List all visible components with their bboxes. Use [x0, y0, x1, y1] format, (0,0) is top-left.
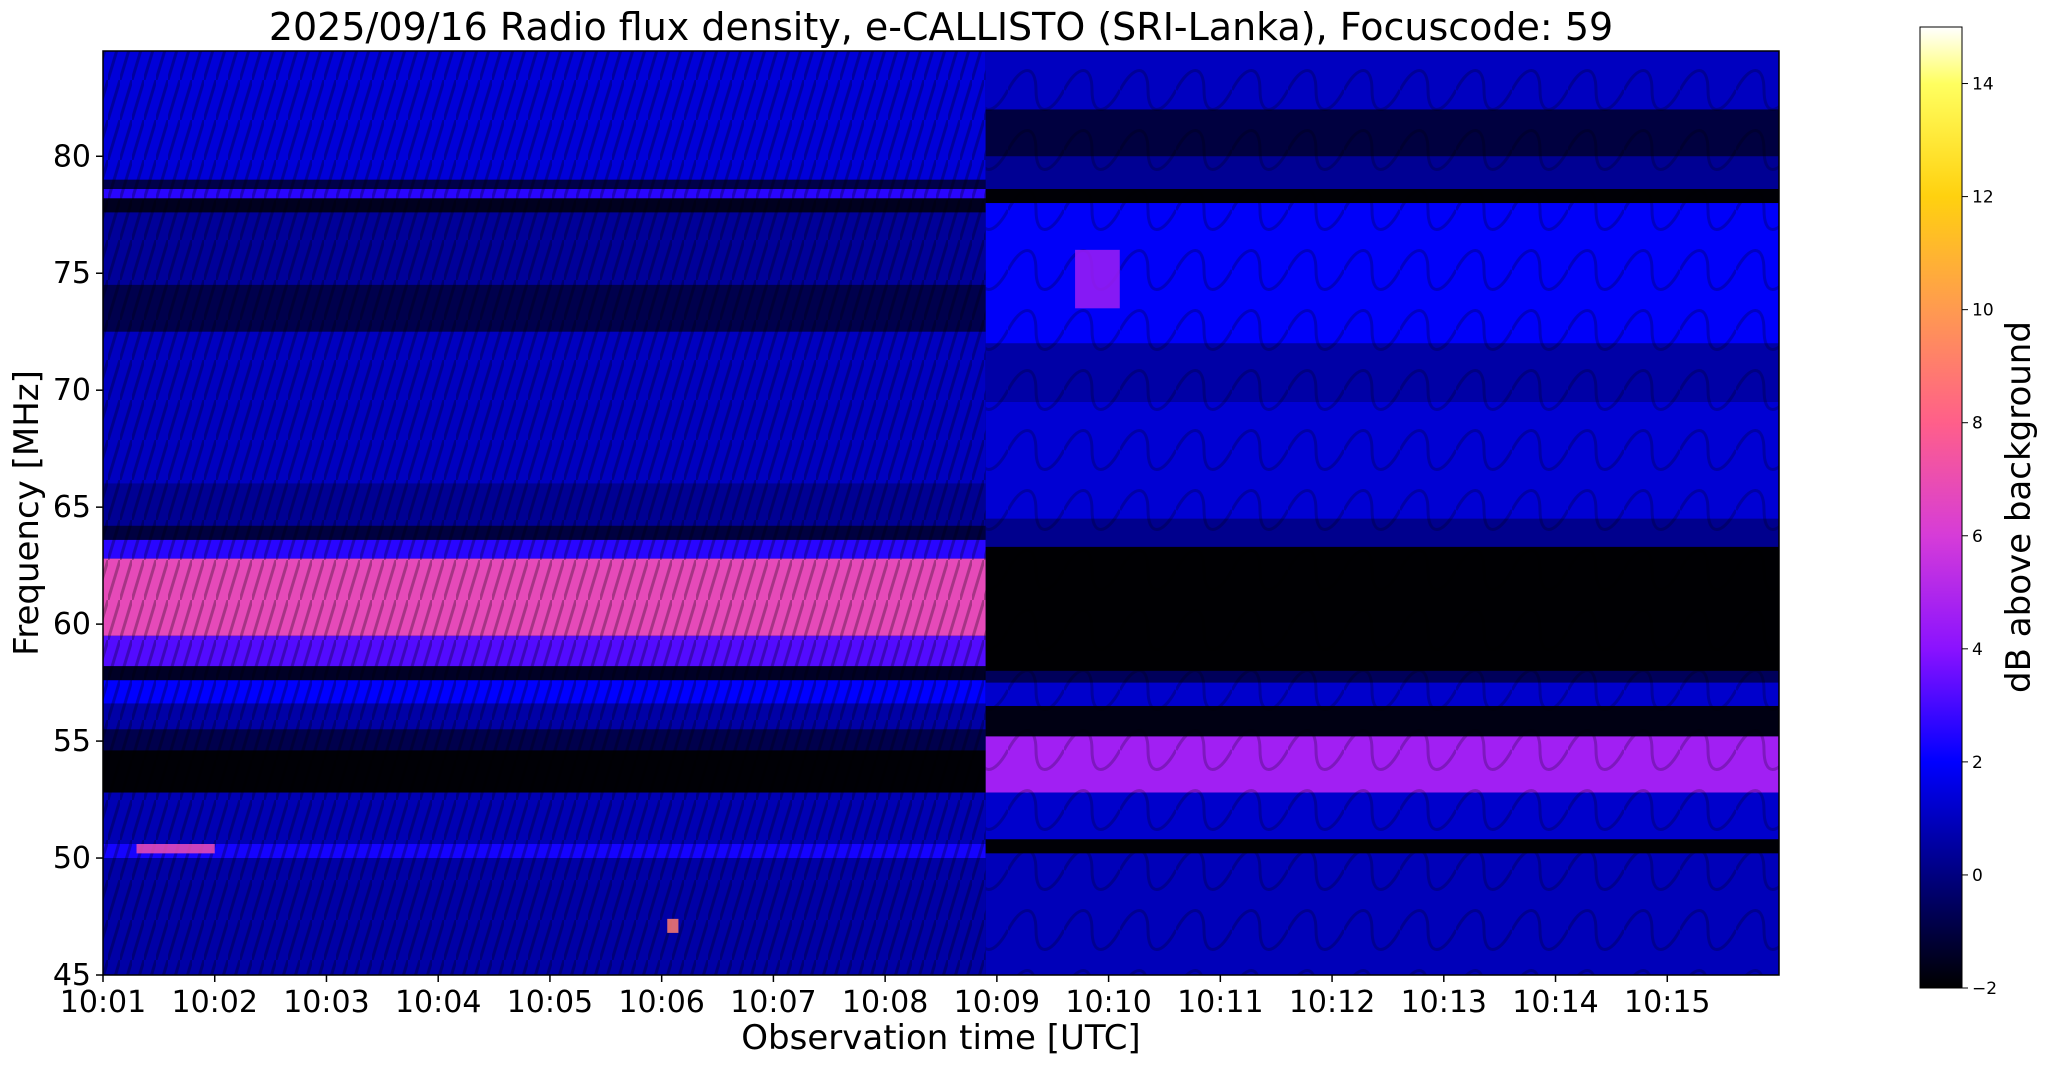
x-tick-label: 10:10 — [1065, 985, 1151, 1020]
signal-texture — [985, 51, 1779, 975]
y-axis-label: Frequency [MHz] — [7, 370, 47, 656]
colorbar-tick-label: 12 — [1972, 188, 1994, 208]
colorbar-tick-label: −2 — [1972, 979, 1997, 999]
burst-hotspot — [1075, 249, 1120, 309]
burst-hotspot — [667, 918, 679, 933]
colorbar-tick-label: 10 — [1972, 301, 1994, 321]
plot-frame — [102, 50, 1780, 976]
x-axis-ticks: 10:01 10:02 10:03 10:04 10:05 10:06 10:07 10:08… — [60, 975, 1711, 1020]
x-tick-label: 10:12 — [1289, 985, 1375, 1020]
x-tick-label: 10:07 — [730, 985, 816, 1020]
y-tick-label: 75 — [53, 256, 91, 291]
y-tick-label: 70 — [53, 373, 91, 408]
x-tick-label: 10:15 — [1624, 985, 1710, 1020]
colorbar-tick-label: 14 — [1972, 75, 1994, 95]
y-tick-label: 45 — [53, 958, 91, 993]
x-tick-label: 10:11 — [1177, 985, 1263, 1020]
colorbar-tick-label: 0 — [1972, 866, 1983, 886]
x-tick-label: 10:01 — [60, 985, 146, 1020]
colorbar-tick-label: 2 — [1972, 753, 1983, 773]
x-tick-label: 10:06 — [618, 985, 704, 1020]
x-tick-label: 10:02 — [171, 985, 257, 1020]
x-tick-label: 10:03 — [283, 985, 369, 1020]
signal-texture — [103, 51, 986, 975]
y-tick-label: 80 — [53, 139, 91, 174]
y-tick-label: 55 — [53, 724, 91, 759]
colorbar-tick-label: 4 — [1972, 640, 1983, 660]
y-tick-label: 50 — [53, 841, 91, 876]
chart-title: 2025/09/16 Radio flux density, e-CALLIST… — [269, 5, 1613, 49]
x-tick-label: 10:08 — [842, 985, 928, 1020]
x-tick-label: 10:09 — [954, 985, 1040, 1020]
x-tick-label: 10:05 — [507, 985, 593, 1020]
x-tick-label: 10:14 — [1512, 985, 1598, 1020]
y-axis-ticks: 45 50 55 60 65 70 75 80 — [53, 139, 103, 993]
y-tick-label: 60 — [53, 607, 91, 642]
x-tick-label: 10:04 — [395, 985, 481, 1020]
colorbar — [1919, 26, 1963, 989]
colorbar-label: dB above background — [1999, 321, 2039, 693]
colorbar-tick-label: 8 — [1972, 414, 1983, 434]
y-tick-label: 65 — [53, 490, 91, 525]
colorbar-tick-label: 6 — [1972, 527, 1983, 547]
x-tick-label: 10:13 — [1401, 985, 1487, 1020]
burst-hotspot — [136, 844, 215, 854]
x-axis-label: Observation time [UTC] — [741, 1018, 1140, 1058]
colorbar-ticks: −2 0 2 4 6 8 10 12 14 — [1962, 75, 1997, 999]
plot-area — [103, 51, 1779, 975]
